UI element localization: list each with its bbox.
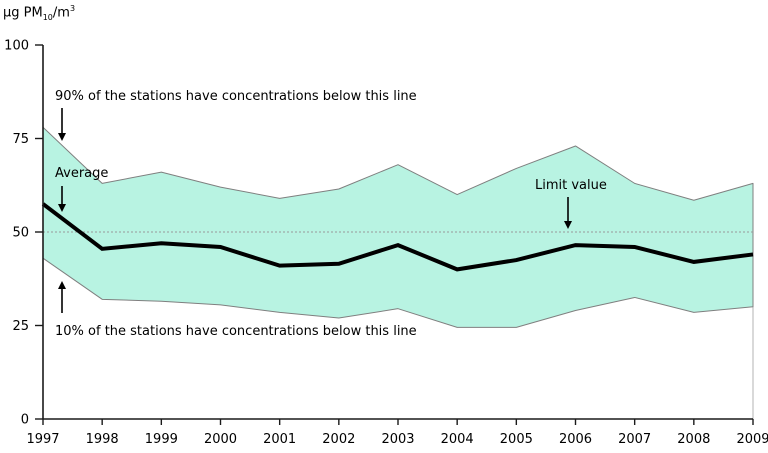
percentile-band bbox=[42, 126, 754, 328]
x-tick-label: 2004 bbox=[441, 432, 474, 447]
annotation-p90-label: 90% of the stations have concentrations … bbox=[55, 89, 417, 104]
x-tick-label: 2001 bbox=[263, 432, 296, 447]
x-tick-label: 1997 bbox=[26, 432, 59, 447]
y-axis-unit-label: µg PM10/m3 bbox=[3, 4, 75, 22]
unit-prefix: µg PM bbox=[3, 5, 43, 21]
x-tick-label: 2007 bbox=[618, 432, 651, 447]
y-tick-label: 75 bbox=[12, 132, 29, 147]
x-tick-label: 2006 bbox=[559, 432, 592, 447]
x-tick-label: 2000 bbox=[204, 432, 237, 447]
annotation-limit-label: Limit value bbox=[535, 178, 607, 193]
x-tick-label: 2009 bbox=[736, 432, 768, 447]
arrow-down-head-icon bbox=[564, 221, 572, 229]
x-tick-label: 2008 bbox=[677, 432, 710, 447]
average-line bbox=[41, 202, 754, 272]
x-tick-label: 2002 bbox=[322, 432, 355, 447]
arrow-up-head-icon bbox=[58, 281, 66, 289]
x-tick-label: 1998 bbox=[86, 432, 119, 447]
y-tick-label: 100 bbox=[4, 39, 29, 54]
x-tick-label: 2003 bbox=[381, 432, 414, 447]
x-tick-label: 1999 bbox=[145, 432, 178, 447]
annotation-avg-label: Average bbox=[55, 166, 108, 181]
y-tick-label: 50 bbox=[12, 226, 29, 241]
y-tick-label: 0 bbox=[21, 413, 29, 428]
arrow-down-head-icon bbox=[58, 204, 66, 212]
annotation-p10-label: 10% of the stations have concentrations … bbox=[55, 324, 417, 339]
unit-mid: /m bbox=[52, 5, 70, 21]
y-tick-label: 25 bbox=[12, 319, 29, 334]
arrow-down-head-icon bbox=[58, 133, 66, 141]
x-tick-label: 2005 bbox=[500, 432, 533, 447]
unit-subscript: 10 bbox=[42, 12, 53, 22]
unit-superscript: 3 bbox=[69, 4, 76, 13]
